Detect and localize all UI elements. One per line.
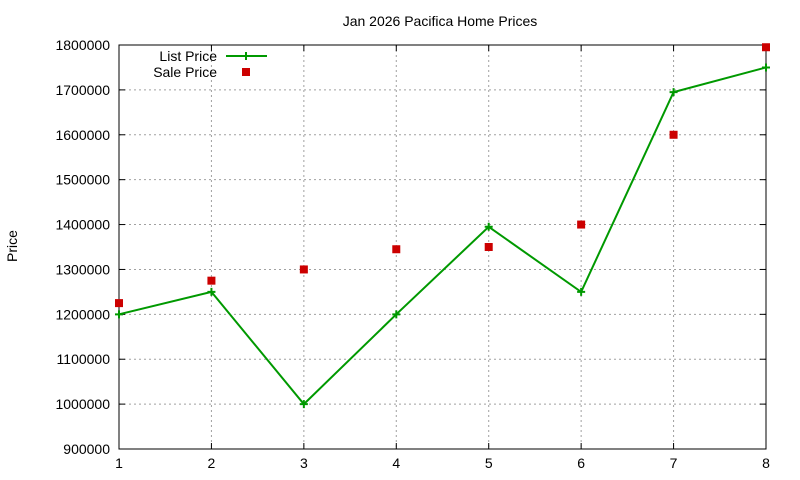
y-tick-label: 1700000 (55, 82, 110, 98)
y-axis-label: Price (4, 230, 20, 262)
y-tick-label: 900000 (63, 441, 110, 457)
list-price-point (207, 287, 216, 296)
sale-price-point (669, 130, 678, 139)
y-tick-label: 1300000 (55, 261, 110, 277)
sale-price-point (115, 299, 123, 308)
sale-price-point (484, 243, 493, 251)
list-price-point (577, 287, 586, 296)
x-tick-label: 7 (670, 455, 678, 471)
sale-price-point (762, 43, 770, 52)
chart-title: Jan 2026 Pacifica Home Prices (343, 13, 538, 29)
list-price-point (762, 63, 770, 72)
legend-swatch-marker (242, 52, 250, 60)
list-price-point (392, 310, 401, 319)
y-tick-label: 1500000 (55, 172, 110, 188)
x-tick-label: 6 (577, 455, 585, 471)
axes: 900000 1000000 1100000 1200000 1300000 140000… (55, 37, 770, 471)
sale-price-point (577, 220, 586, 229)
y-tick-label: 1000000 (55, 396, 110, 412)
y-tick-label: 1400000 (55, 217, 110, 233)
legend-label: List Price (159, 48, 217, 64)
x-tick-label: 4 (392, 455, 400, 471)
sale-price-point (392, 245, 401, 254)
list-price-line (118, 66, 767, 406)
series-layer (115, 43, 770, 409)
grid-lines (119, 45, 766, 449)
legend-label: Sale Price (153, 64, 217, 80)
x-tick-label: 5 (485, 455, 493, 471)
y-tick-label: 1100000 (57, 351, 111, 367)
list-price-point (669, 88, 678, 97)
y-tick-label: 1200000 (55, 306, 110, 322)
plot-border (118, 44, 767, 450)
sale-price-point (299, 265, 308, 274)
x-tick-label: 1 (115, 455, 123, 471)
list-price-point (115, 310, 123, 319)
x-tick-label: 2 (208, 455, 216, 471)
x-tick-label: 3 (300, 455, 308, 471)
y-tick-label: 1800000 (55, 37, 110, 53)
list-price-point (299, 400, 308, 409)
legend-swatch-marker (242, 68, 250, 76)
sale-price-point (207, 276, 216, 285)
list-price-point (484, 222, 493, 231)
y-tick-label: 1600000 (55, 127, 110, 143)
x-tick-label: 8 (762, 455, 770, 471)
